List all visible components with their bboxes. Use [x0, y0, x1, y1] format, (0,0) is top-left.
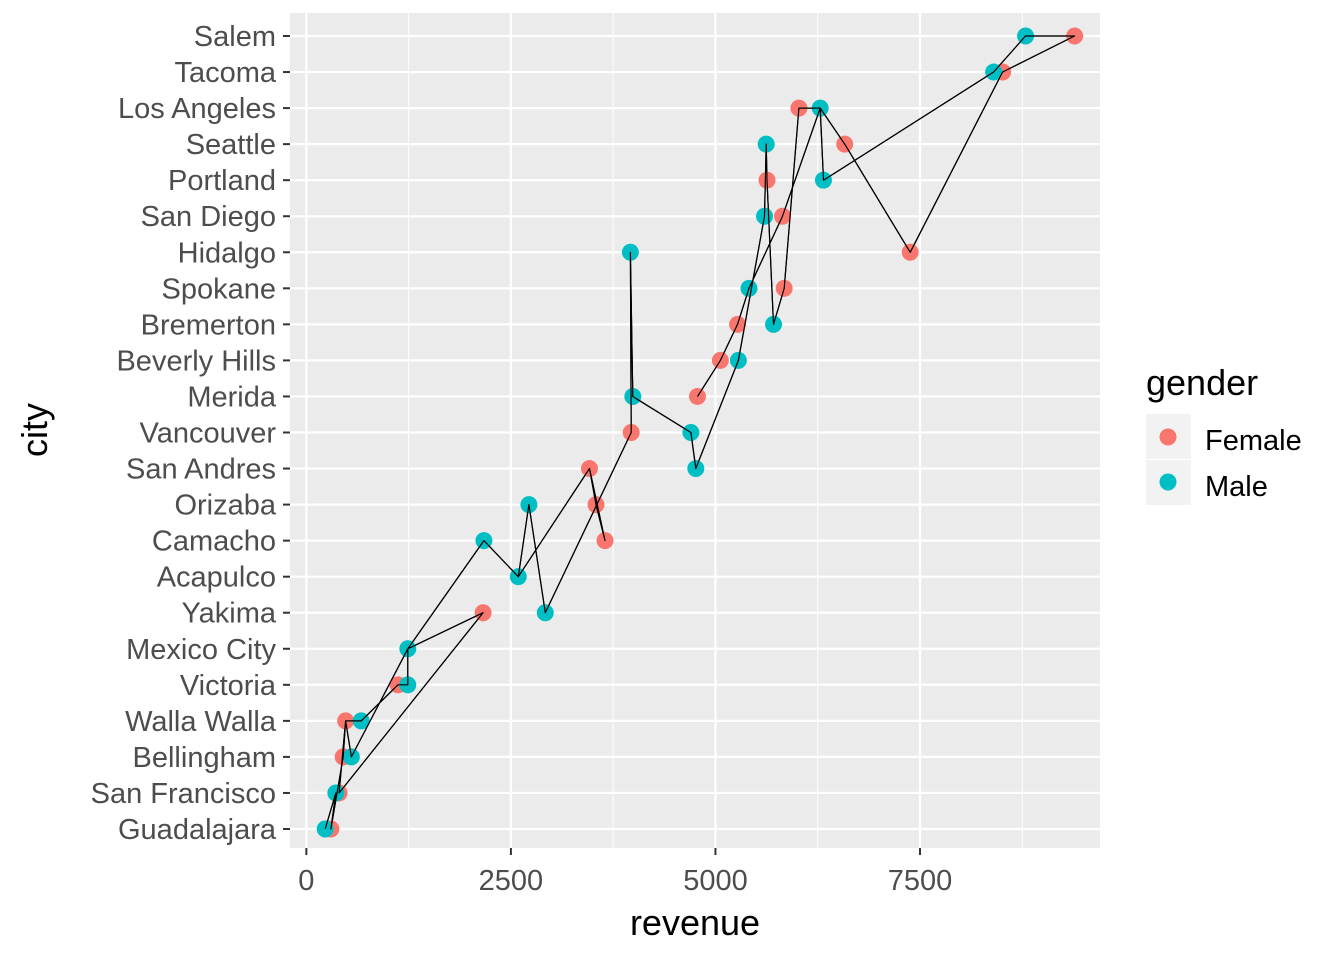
y-tick-label: Merida — [187, 381, 277, 413]
x-tick-label: 7500 — [888, 865, 953, 897]
legend-label-female: Female — [1205, 425, 1302, 457]
y-tick-label: Walla Walla — [125, 706, 277, 738]
x-tick-label: 5000 — [683, 865, 748, 897]
points — [316, 27, 1084, 838]
y-tick-label: Guadalajara — [118, 814, 277, 846]
x-axis-tick-labels: 0 2500 5000 7500 — [298, 865, 952, 897]
legend-key-male — [1159, 473, 1177, 491]
y-axis-title: city — [14, 403, 55, 457]
y-tick-label: Portland — [168, 165, 276, 197]
path-line-overlay — [324, 35, 1076, 830]
legend-label-male: Male — [1205, 471, 1268, 503]
y-tick-label: San Diego — [141, 201, 276, 233]
y-axis-ticks — [283, 35, 290, 830]
point-male — [316, 820, 334, 838]
y-tick-label: Vancouver — [140, 418, 277, 450]
y-tick-label: Tacoma — [174, 57, 276, 89]
y-tick-label: Victoria — [180, 670, 277, 702]
y-axis-tick-labels: Guadalajara San Francisco Bellingham Walla … — [91, 21, 277, 846]
legend-key-female — [1159, 428, 1177, 446]
y-tick-label: Yakima — [181, 598, 276, 630]
legend: gender Female Male — [1146, 362, 1302, 505]
x-axis-title: revenue — [630, 902, 760, 943]
x-tick-label: 0 — [298, 865, 314, 897]
y-tick-label: Bremerton — [141, 309, 276, 341]
y-tick-label: Camacho — [152, 526, 276, 558]
y-tick-label: Mexico City — [126, 634, 276, 666]
y-tick-label: Seattle — [186, 129, 276, 161]
y-tick-label: Spokane — [162, 273, 277, 305]
y-tick-label: Acapulco — [157, 562, 276, 594]
y-tick-label: Los Angeles — [118, 93, 276, 125]
x-tick-label: 2500 — [479, 865, 544, 897]
y-tick-label: Orizaba — [174, 490, 276, 522]
y-tick-label: San Andres — [126, 454, 276, 486]
y-tick-label: Hidalgo — [178, 237, 276, 269]
x-axis-ticks — [305, 848, 921, 855]
y-tick-label: San Francisco — [91, 778, 276, 810]
y-tick-label: Beverly Hills — [116, 345, 276, 377]
y-tick-label: Salem — [194, 21, 276, 53]
grid-major — [290, 13, 1100, 848]
grid-minor — [408, 13, 1023, 848]
y-tick-label: Bellingham — [133, 742, 276, 774]
legend-title: gender — [1146, 362, 1258, 403]
